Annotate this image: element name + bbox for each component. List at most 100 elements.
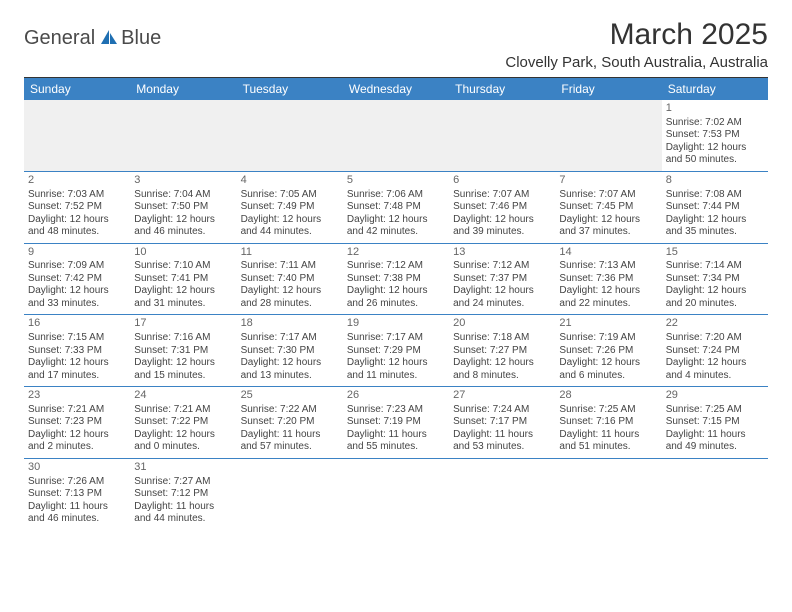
day-number: 27 — [453, 389, 551, 403]
logo-text-2: Blue — [121, 27, 161, 50]
day-number: 28 — [559, 389, 657, 403]
calendar-row: 9Sunrise: 7:09 AMSunset: 7:42 PMDaylight… — [24, 243, 768, 315]
sunset-text: Sunset: 7:44 PM — [666, 201, 764, 214]
calendar-cell: 18Sunrise: 7:17 AMSunset: 7:30 PMDayligh… — [237, 315, 343, 387]
sunrise-text: Sunrise: 7:02 AM — [666, 117, 764, 130]
day-number: 14 — [559, 246, 657, 260]
calendar-cell: 28Sunrise: 7:25 AMSunset: 7:16 PMDayligh… — [555, 387, 661, 459]
day-number: 16 — [28, 317, 126, 331]
day-number: 2 — [28, 174, 126, 188]
sunset-text: Sunset: 7:38 PM — [347, 273, 445, 286]
calendar-cell: 15Sunrise: 7:14 AMSunset: 7:34 PMDayligh… — [662, 243, 768, 315]
calendar-row: 2Sunrise: 7:03 AMSunset: 7:52 PM Daylight… — [24, 171, 768, 243]
calendar-cell: 22Sunrise: 7:20 AMSunset: 7:24 PMDayligh… — [662, 315, 768, 387]
daylight-text: Daylight: 12 hours and 6 minutes. — [559, 357, 657, 382]
calendar-cell: 20Sunrise: 7:18 AMSunset: 7:27 PMDayligh… — [449, 315, 555, 387]
sunset-text: Sunset: 7:13 PM — [28, 488, 126, 501]
sunset-text: Sunset: 7:41 PM — [134, 273, 232, 286]
day-number: 7 — [559, 174, 657, 188]
calendar-cell — [237, 458, 343, 529]
sunset-text: Sunset: 7:52 PM — [28, 201, 126, 214]
day-number: 26 — [347, 389, 445, 403]
logo: General Blue — [24, 26, 161, 50]
daylight-text: Daylight: 12 hours and 24 minutes. — [453, 285, 551, 310]
sunset-text: Sunset: 7:48 PM — [347, 201, 445, 214]
sunrise-text: Sunrise: 7:17 AM — [241, 332, 339, 345]
daylight-text: Daylight: 12 hours and 17 minutes. — [28, 357, 126, 382]
sunrise-text: Sunrise: 7:09 AM — [28, 260, 126, 273]
daylight-text: Daylight: 12 hours and 2 minutes. — [28, 429, 126, 454]
day-number: 30 — [28, 461, 126, 475]
sunrise-text: Sunrise: 7:12 AM — [347, 260, 445, 273]
daylight-text: Daylight: 12 hours and 33 minutes. — [28, 285, 126, 310]
day-number: 23 — [28, 389, 126, 403]
sunset-text: Sunset: 7:19 PM — [347, 416, 445, 429]
sunset-text: Sunset: 7:50 PM — [134, 201, 232, 214]
day-number: 9 — [28, 246, 126, 260]
sunrise-text: Sunrise: 7:05 AM — [241, 189, 339, 202]
calendar-body: 1Sunrise: 7:02 AMSunset: 7:53 PMDaylight… — [24, 100, 768, 530]
day-number: 10 — [134, 246, 232, 260]
daylight-text: Daylight: 12 hours and 46 minutes. — [134, 214, 232, 239]
sunrise-text: Sunrise: 7:11 AM — [241, 260, 339, 273]
day-number: 15 — [666, 246, 764, 260]
calendar-cell: 11Sunrise: 7:11 AMSunset: 7:40 PMDayligh… — [237, 243, 343, 315]
sunrise-text: Sunrise: 7:06 AM — [347, 189, 445, 202]
day-number: 6 — [453, 174, 551, 188]
dayname-row: SundayMondayTuesdayWednesdayThursdayFrid… — [24, 78, 768, 100]
calendar-cell — [449, 100, 555, 171]
sunrise-text: Sunrise: 7:21 AM — [28, 404, 126, 417]
sunset-text: Sunset: 7:53 PM — [666, 129, 764, 142]
daylight-text: Daylight: 11 hours and 57 minutes. — [241, 429, 339, 454]
sunrise-text: Sunrise: 7:14 AM — [666, 260, 764, 273]
daylight-text: Daylight: 12 hours and 37 minutes. — [559, 214, 657, 239]
dayname-header: Tuesday — [237, 78, 343, 100]
sunset-text: Sunset: 7:23 PM — [28, 416, 126, 429]
calendar-cell: 7Sunrise: 7:07 AMSunset: 7:45 PMDaylight… — [555, 171, 661, 243]
calendar-cell — [343, 100, 449, 171]
day-number: 5 — [347, 174, 445, 188]
daylight-text: Daylight: 12 hours and 15 minutes. — [134, 357, 232, 382]
sunset-text: Sunset: 7:12 PM — [134, 488, 232, 501]
calendar-cell: 13Sunrise: 7:12 AMSunset: 7:37 PMDayligh… — [449, 243, 555, 315]
sunset-text: Sunset: 7:49 PM — [241, 201, 339, 214]
calendar-cell: 14Sunrise: 7:13 AMSunset: 7:36 PMDayligh… — [555, 243, 661, 315]
calendar-cell — [555, 458, 661, 529]
calendar-cell — [130, 100, 236, 171]
sunrise-text: Sunrise: 7:24 AM — [453, 404, 551, 417]
calendar-row: 23Sunrise: 7:21 AMSunset: 7:23 PMDayligh… — [24, 387, 768, 459]
sunset-text: Sunset: 7:34 PM — [666, 273, 764, 286]
calendar-cell: 3Sunrise: 7:04 AMSunset: 7:50 PMDaylight… — [130, 171, 236, 243]
sunrise-text: Sunrise: 7:21 AM — [134, 404, 232, 417]
sunrise-text: Sunrise: 7:07 AM — [453, 189, 551, 202]
calendar-row: 30Sunrise: 7:26 AMSunset: 7:13 PMDayligh… — [24, 458, 768, 529]
sunrise-text: Sunrise: 7:08 AM — [666, 189, 764, 202]
day-number: 12 — [347, 246, 445, 260]
calendar-cell: 17Sunrise: 7:16 AMSunset: 7:31 PMDayligh… — [130, 315, 236, 387]
calendar-cell — [24, 100, 130, 171]
dayname-header: Friday — [555, 78, 661, 100]
sunrise-text: Sunrise: 7:03 AM — [28, 189, 126, 202]
daylight-text: Daylight: 12 hours and 42 minutes. — [347, 214, 445, 239]
calendar-cell: 16Sunrise: 7:15 AMSunset: 7:33 PMDayligh… — [24, 315, 130, 387]
calendar-cell: 10Sunrise: 7:10 AMSunset: 7:41 PMDayligh… — [130, 243, 236, 315]
sunrise-text: Sunrise: 7:22 AM — [241, 404, 339, 417]
sunrise-text: Sunrise: 7:17 AM — [347, 332, 445, 345]
calendar-cell: 29Sunrise: 7:25 AMSunset: 7:15 PMDayligh… — [662, 387, 768, 459]
day-number: 31 — [134, 461, 232, 475]
day-number: 11 — [241, 246, 339, 260]
sunrise-text: Sunrise: 7:25 AM — [666, 404, 764, 417]
daylight-text: Daylight: 12 hours and 20 minutes. — [666, 285, 764, 310]
daylight-text: Daylight: 11 hours and 51 minutes. — [559, 429, 657, 454]
sunrise-text: Sunrise: 7:26 AM — [28, 476, 126, 489]
sunset-text: Sunset: 7:17 PM — [453, 416, 551, 429]
calendar-cell: 4Sunrise: 7:05 AMSunset: 7:49 PMDaylight… — [237, 171, 343, 243]
calendar-cell: 31Sunrise: 7:27 AMSunset: 7:12 PMDayligh… — [130, 458, 236, 529]
dayname-header: Saturday — [662, 78, 768, 100]
daylight-text: Daylight: 12 hours and 13 minutes. — [241, 357, 339, 382]
dayname-header: Thursday — [449, 78, 555, 100]
calendar-row: 16Sunrise: 7:15 AMSunset: 7:33 PMDayligh… — [24, 315, 768, 387]
calendar-cell: 6Sunrise: 7:07 AMSunset: 7:46 PMDaylight… — [449, 171, 555, 243]
sunset-text: Sunset: 7:15 PM — [666, 416, 764, 429]
calendar-cell: 5Sunrise: 7:06 AMSunset: 7:48 PMDaylight… — [343, 171, 449, 243]
